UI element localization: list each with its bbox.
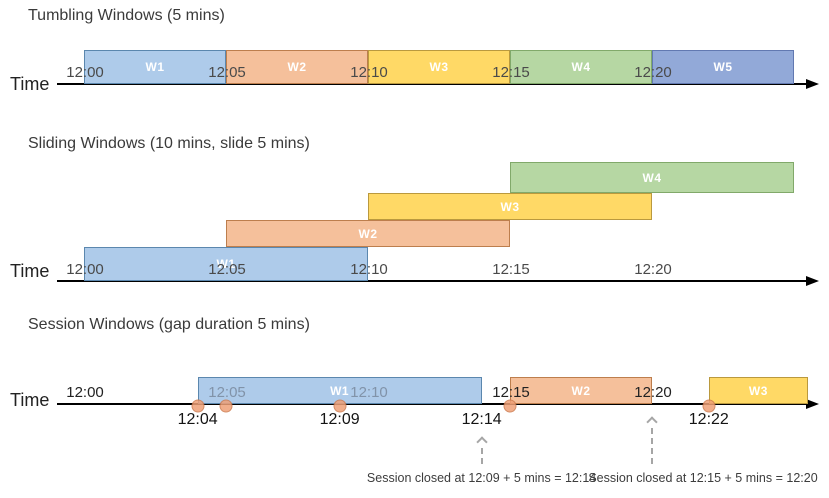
window-label: W2 <box>287 60 307 74</box>
axis-line <box>57 403 806 405</box>
tick-label: 12:05 <box>208 261 246 278</box>
axis-arrowhead <box>806 79 819 89</box>
window-box-w2: W2 <box>226 50 368 84</box>
tick-label: 12:20 <box>634 261 672 278</box>
event-time-label: 12:22 <box>688 411 729 428</box>
window-box-w3: W3 <box>708 377 808 404</box>
event-time-label: 12:09 <box>319 411 360 428</box>
tick-label: 12:05 <box>208 384 246 401</box>
event-dot <box>503 399 517 413</box>
time-axis-label-tumbling: Time <box>10 74 50 94</box>
event-dot <box>333 399 347 413</box>
tick-label: 12:10 <box>350 261 388 278</box>
sliding-section-title: Sliding Windows (10 mins, slide 5 mins) <box>28 135 310 152</box>
window-label: W1 <box>330 383 350 398</box>
window-label: W1 <box>145 60 165 74</box>
tick-label: 12:00 <box>66 64 104 81</box>
session-close-annotation-1: Session closed at 12:09 + 5 mins = 12:14 <box>366 471 597 485</box>
session-close-annotation-2: Session closed at 12:15 + 5 mins = 12:20 <box>588 471 818 485</box>
window-label: W4 <box>571 60 591 74</box>
time-axis-label-sliding: Time <box>10 261 50 281</box>
window-label: W4 <box>642 170 662 185</box>
window-box-w1: W1 <box>84 50 226 84</box>
window-box-w2: W2 <box>510 377 652 404</box>
event-dot <box>191 399 205 413</box>
axis-line <box>57 280 806 282</box>
window-label: W5 <box>713 60 733 74</box>
tick-label: 12:10 <box>350 64 388 81</box>
axis-arrowhead <box>806 399 819 409</box>
window-box-w2: W2 <box>226 220 510 247</box>
tick-label: 12:00 <box>66 384 104 401</box>
window-label: W1 <box>216 257 236 271</box>
tick-label: 12:10 <box>350 384 388 401</box>
axis-line <box>57 83 806 85</box>
window-box-w4: W4 <box>510 162 794 193</box>
event-dot <box>702 399 716 413</box>
window-box-w5: W5 <box>652 50 794 84</box>
event-dot <box>219 399 233 413</box>
event-time-label: 12:14 <box>461 411 502 428</box>
window-box-w3: W3 <box>368 193 652 220</box>
tumbling-section-title: Tumbling Windows (5 mins) <box>28 7 225 24</box>
tick-label: 12:15 <box>492 64 530 81</box>
tick-label: 12:05 <box>208 64 246 81</box>
tick-label: 12:20 <box>634 64 672 81</box>
window-box-w1: W1 <box>84 247 368 281</box>
event-time-label: 12:04 <box>177 411 218 428</box>
annotation-arrow-head <box>475 436 488 448</box>
annotation-arrow-shaft <box>651 428 653 464</box>
annotation-arrow-shaft <box>480 448 483 464</box>
window-label: W2 <box>358 226 378 241</box>
window-box-w3: W3 <box>368 50 510 84</box>
session-section-title: Session Windows (gap duration 5 mins) <box>28 316 310 333</box>
window-label: W3 <box>748 383 768 398</box>
window-label: W3 <box>429 60 449 74</box>
time-axis-label-session: Time <box>10 390 50 410</box>
axis-arrowhead <box>806 276 819 286</box>
tick-label: 12:15 <box>492 384 530 401</box>
tick-label: 12:00 <box>66 261 104 278</box>
tick-label: 12:15 <box>492 261 530 278</box>
annotation-arrow-head <box>646 416 658 428</box>
window-label: W2 <box>571 383 591 398</box>
tick-label: 12:20 <box>634 384 672 401</box>
window-label: W3 <box>500 199 520 214</box>
window-box-w4: W4 <box>510 50 652 84</box>
